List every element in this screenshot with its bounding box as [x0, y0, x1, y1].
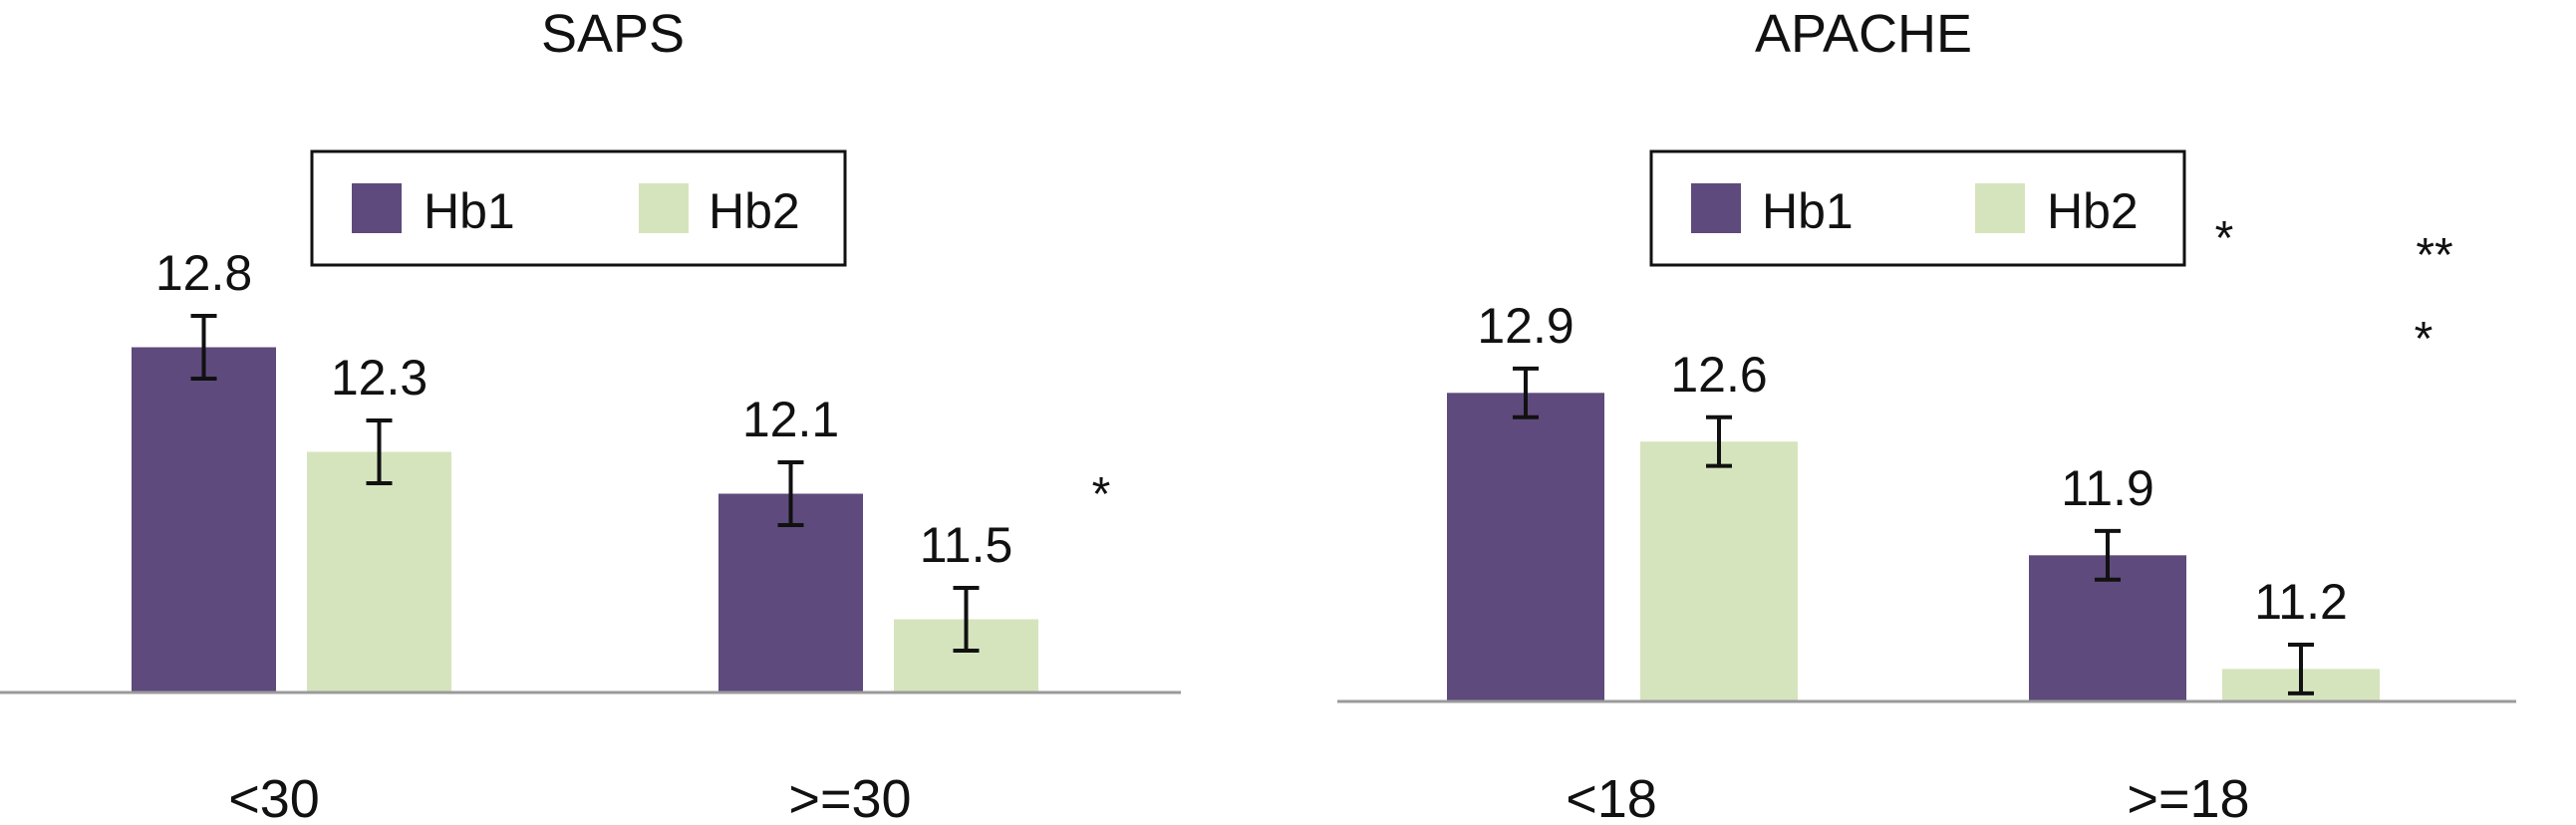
chart-title-saps: SAPS	[541, 4, 685, 64]
bar-saps-hb1-0	[132, 347, 276, 692]
legend-label-hb2-apache: Hb2	[2047, 183, 2139, 239]
chart-saps: SAPS Hb1 Hb2 12.8 12.1 12.3 11.5 <30 >=30 *	[0, 4, 1181, 825]
value-label-apache-hb1-1: 11.9	[2061, 460, 2154, 516]
value-label-saps-hb1-0: 12.8	[155, 245, 252, 301]
bars-saps	[132, 347, 1038, 692]
value-label-apache-hb2-1: 11.2	[2254, 574, 2348, 630]
bars-apache	[1447, 393, 2380, 701]
bar-apache-hb2-0	[1640, 441, 1798, 701]
significance-marker-apache-0: *	[2215, 212, 2234, 265]
tick-label-apache-0: <18	[1566, 769, 1657, 825]
chart-title-apache: APACHE	[1755, 4, 1972, 64]
chart-apache: APACHE Hb1 Hb2 12.9 11.9 12.6 11.2 <18 >=18…	[1337, 4, 2516, 825]
errorbar-saps-hb2-0	[366, 418, 393, 485]
legend-swatch-hb1-saps	[352, 183, 402, 233]
significance-marker-apache-1: **	[2416, 229, 2452, 282]
errorbars-saps	[190, 314, 980, 653]
legend-box-saps	[310, 149, 847, 267]
bar-saps-hb2-0	[307, 451, 451, 692]
legend-swatch-hb2-saps	[639, 183, 689, 233]
tick-label-saps-1: >=30	[788, 769, 911, 825]
tick-label-saps-0: <30	[228, 769, 320, 825]
errorbar-apache-hb1-0	[1513, 366, 1539, 419]
errorbar-apache-hb2-1	[2288, 642, 2314, 695]
value-label-saps-hb2-0: 12.3	[331, 350, 428, 406]
legend-label-hb1-saps: Hb1	[424, 183, 515, 239]
legend-box-apache	[1649, 149, 2186, 267]
errorbar-apache-hb1-1	[2095, 528, 2121, 582]
significance-marker-saps-0: *	[1092, 468, 1111, 521]
legend-label-hb1-apache: Hb1	[1762, 183, 1854, 239]
value-label-saps-hb1-1: 12.1	[742, 392, 839, 447]
legend-swatch-hb1-apache	[1691, 183, 1741, 233]
errorbar-saps-hb1-0	[190, 314, 217, 381]
legend-swatch-hb2-apache	[1975, 183, 2025, 233]
errorbar-apache-hb2-0	[1706, 414, 1732, 468]
errorbar-saps-hb1-1	[777, 460, 804, 527]
value-label-apache-hb1-0: 12.9	[1477, 298, 1574, 354]
significance-marker-apache-2: *	[2415, 313, 2433, 366]
legend-saps: Hb1 Hb2	[310, 149, 847, 267]
value-labels-saps: 12.8 12.1 12.3 11.5	[155, 245, 1012, 573]
legend-label-hb2-saps: Hb2	[709, 183, 800, 239]
errorbar-saps-hb2-1	[953, 586, 980, 653]
legend-apache: Hb1 Hb2	[1649, 149, 2186, 267]
value-labels-apache: 12.9 11.9 12.6 11.2	[1477, 298, 2347, 630]
value-label-apache-hb2-0: 12.6	[1670, 347, 1767, 403]
value-label-saps-hb2-1: 11.5	[920, 517, 1013, 573]
tick-label-apache-1: >=18	[2127, 769, 2249, 825]
errorbars-apache	[1513, 366, 2314, 695]
bar-apache-hb1-0	[1447, 393, 1604, 701]
